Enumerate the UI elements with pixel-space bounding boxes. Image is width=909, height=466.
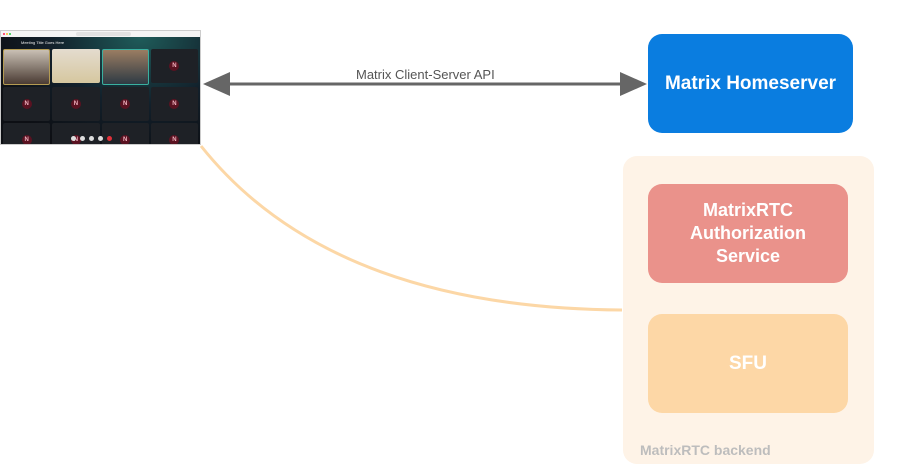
call-view: Meeting Title Goes Here N N N N N N N N …: [1, 37, 200, 144]
participant-tile: N: [101, 87, 149, 121]
participant-tile: [52, 49, 100, 83]
participant-tile: N: [3, 123, 51, 144]
mic-icon: [71, 136, 76, 141]
call-controls: [71, 136, 112, 141]
authorization-service-node: MatrixRTC Authorization Service: [648, 184, 848, 283]
sfu-node: SFU: [648, 314, 848, 413]
avatar: N: [21, 99, 32, 109]
avatar: N: [120, 135, 131, 144]
client-app-screenshot: Meeting Title Goes Here N N N N N N N N …: [0, 30, 201, 145]
hangup-icon: [107, 136, 112, 141]
browser-toolbar: [1, 31, 200, 37]
avatar: N: [21, 135, 32, 144]
matrixrtc-backend-label: MatrixRTC backend: [640, 442, 771, 458]
meeting-title: Meeting Title Goes Here: [21, 40, 65, 45]
url-bar: [76, 32, 131, 36]
participant-tile: N: [52, 87, 100, 121]
avatar: N: [120, 99, 131, 109]
avatar: N: [169, 99, 180, 109]
avatar: N: [70, 99, 81, 109]
client-backend-curve: [199, 145, 623, 312]
participant-grid: N N N N N N N N N: [3, 49, 198, 144]
participant-tile: [101, 49, 149, 85]
participant-tile: N: [101, 123, 149, 144]
client-server-api-label: Matrix Client-Server API: [356, 67, 495, 82]
camera-icon: [80, 136, 85, 141]
avatar: N: [169, 61, 180, 71]
participant-tile: N: [3, 87, 51, 121]
participant-tile: N: [150, 49, 198, 83]
participant-tile: N: [150, 87, 198, 121]
settings-icon: [98, 136, 103, 141]
authorization-service-label: MatrixRTC Authorization Service: [690, 200, 806, 266]
avatar: N: [70, 135, 81, 144]
participant-tile: N: [150, 123, 198, 144]
avatar: N: [169, 135, 180, 144]
matrix-homeserver-node: Matrix Homeserver: [648, 34, 853, 133]
participant-tile: [3, 49, 51, 85]
participant-tile: N: [52, 123, 100, 144]
share-icon: [89, 136, 94, 141]
